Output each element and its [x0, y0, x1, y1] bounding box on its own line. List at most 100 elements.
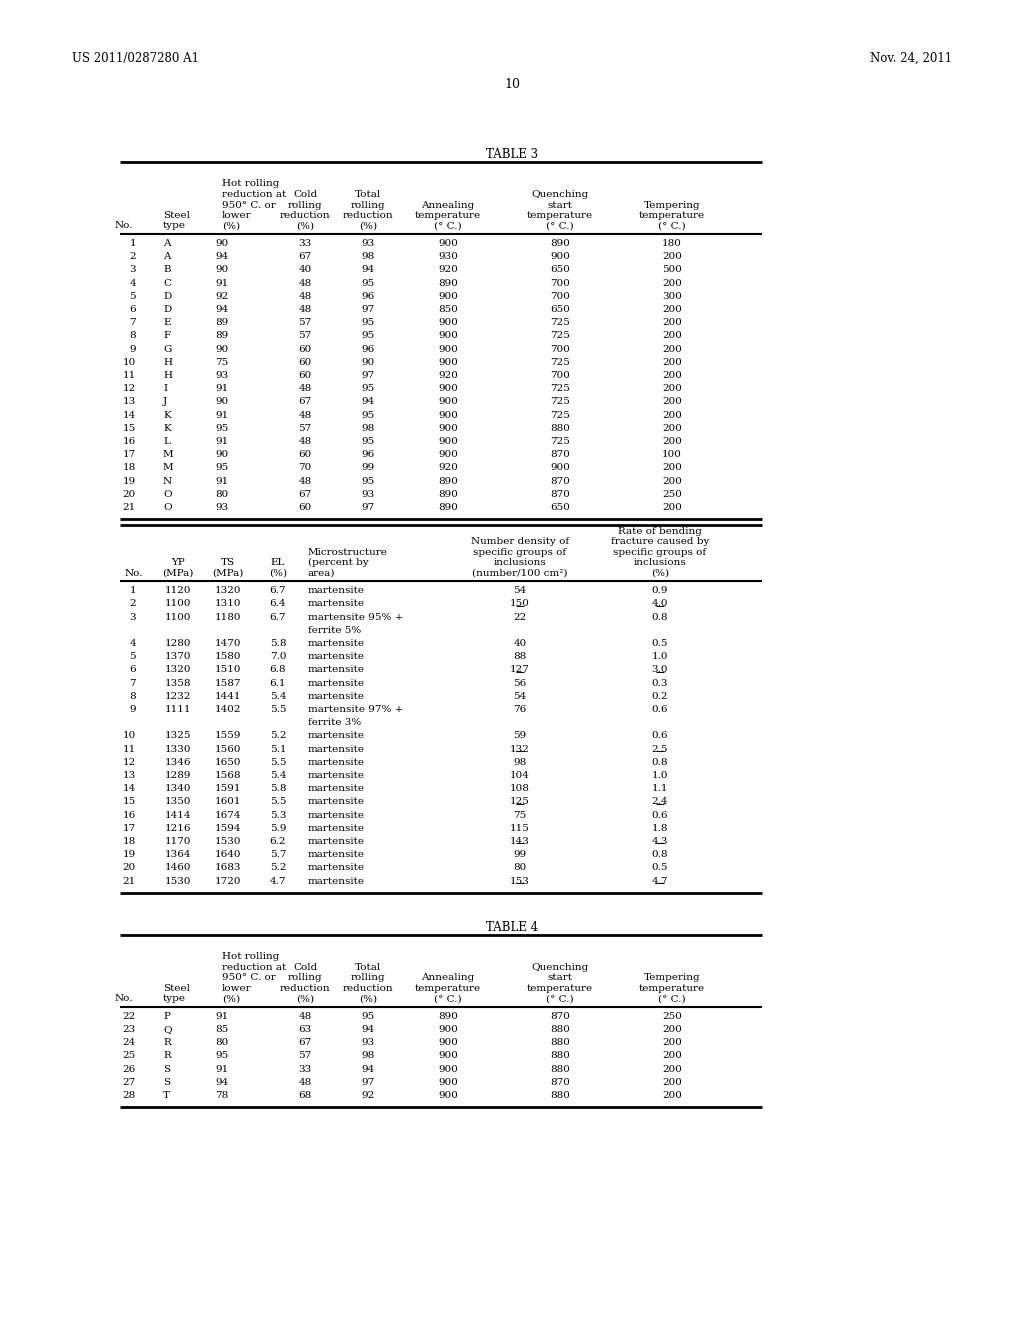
Text: 5.5: 5.5: [269, 797, 287, 807]
Text: 6.1: 6.1: [269, 678, 287, 688]
Text: (° C.): (° C.): [434, 994, 462, 1003]
Text: 890: 890: [438, 477, 458, 486]
Text: 125: 125: [510, 797, 530, 807]
Text: 7: 7: [129, 318, 136, 327]
Text: B: B: [163, 265, 171, 275]
Text: 200: 200: [663, 1065, 682, 1073]
Text: 98: 98: [361, 252, 375, 261]
Text: 900: 900: [438, 345, 458, 354]
Text: 91: 91: [215, 411, 228, 420]
Text: 4.0: 4.0: [651, 599, 669, 609]
Text: martensite: martensite: [308, 837, 365, 846]
Text: 127: 127: [510, 665, 530, 675]
Text: 900: 900: [438, 318, 458, 327]
Text: 2: 2: [129, 252, 136, 261]
Text: type: type: [163, 994, 186, 1003]
Text: 15: 15: [123, 424, 136, 433]
Text: 5.2: 5.2: [269, 731, 287, 741]
Text: lower: lower: [222, 983, 252, 993]
Text: 200: 200: [663, 384, 682, 393]
Text: temperature: temperature: [527, 211, 593, 220]
Text: 900: 900: [550, 252, 570, 261]
Text: O: O: [163, 490, 172, 499]
Text: 200: 200: [663, 1078, 682, 1086]
Text: 132: 132: [510, 744, 530, 754]
Text: 900: 900: [438, 292, 458, 301]
Text: 15: 15: [123, 797, 136, 807]
Text: 23: 23: [123, 1026, 136, 1034]
Text: O: O: [163, 503, 172, 512]
Text: reduction: reduction: [343, 211, 393, 220]
Text: 1350: 1350: [165, 797, 191, 807]
Text: 19: 19: [123, 477, 136, 486]
Text: K: K: [163, 411, 171, 420]
Text: 900: 900: [438, 1078, 458, 1086]
Text: 1580: 1580: [215, 652, 242, 661]
Text: 12: 12: [123, 384, 136, 393]
Text: 3: 3: [129, 612, 136, 622]
Text: ferrite 5%: ferrite 5%: [308, 626, 361, 635]
Text: 1216: 1216: [165, 824, 191, 833]
Text: 33: 33: [298, 239, 311, 248]
Text: (%): (%): [222, 222, 240, 231]
Text: inclusions: inclusions: [494, 558, 547, 568]
Text: 1.8: 1.8: [651, 824, 669, 833]
Text: 8: 8: [129, 692, 136, 701]
Text: 900: 900: [438, 397, 458, 407]
Text: A: A: [163, 252, 171, 261]
Text: martensite: martensite: [308, 586, 365, 595]
Text: D: D: [163, 292, 171, 301]
Text: L: L: [163, 437, 170, 446]
Text: 200: 200: [663, 371, 682, 380]
Text: 900: 900: [438, 450, 458, 459]
Text: martensite: martensite: [308, 731, 365, 741]
Text: martensite 97% +: martensite 97% +: [308, 705, 403, 714]
Text: S: S: [163, 1078, 170, 1086]
Text: 1111: 1111: [165, 705, 191, 714]
Text: 900: 900: [438, 424, 458, 433]
Text: R: R: [163, 1039, 171, 1047]
Text: 3.0: 3.0: [651, 665, 669, 675]
Text: rolling: rolling: [350, 973, 385, 982]
Text: 920: 920: [438, 265, 458, 275]
Text: 11: 11: [123, 371, 136, 380]
Text: 48: 48: [298, 279, 311, 288]
Text: temperature: temperature: [415, 211, 481, 220]
Text: 97: 97: [361, 305, 375, 314]
Text: 95: 95: [361, 477, 375, 486]
Text: 0.5: 0.5: [651, 639, 669, 648]
Text: 890: 890: [438, 279, 458, 288]
Text: 250: 250: [663, 490, 682, 499]
Text: reduction: reduction: [280, 211, 331, 220]
Text: start: start: [548, 201, 572, 210]
Text: 880: 880: [550, 1052, 570, 1060]
Text: 85: 85: [215, 1026, 228, 1034]
Text: 89: 89: [215, 331, 228, 341]
Text: 890: 890: [550, 239, 570, 248]
Text: 60: 60: [298, 345, 311, 354]
Text: 200: 200: [663, 424, 682, 433]
Text: K: K: [163, 424, 171, 433]
Text: 1: 1: [129, 586, 136, 595]
Text: 91: 91: [215, 437, 228, 446]
Text: 1650: 1650: [215, 758, 242, 767]
Text: 17: 17: [123, 824, 136, 833]
Text: 1: 1: [129, 239, 136, 248]
Text: 1180: 1180: [215, 612, 242, 622]
Text: 1320: 1320: [165, 665, 191, 675]
Text: 6.8: 6.8: [269, 665, 287, 675]
Text: 21: 21: [123, 503, 136, 512]
Text: 7.0: 7.0: [269, 652, 287, 661]
Text: Rate of bending: Rate of bending: [618, 527, 701, 536]
Text: 95: 95: [215, 424, 228, 433]
Text: 900: 900: [438, 239, 458, 248]
Text: 9: 9: [129, 705, 136, 714]
Text: EL: EL: [270, 558, 286, 568]
Text: 60: 60: [298, 371, 311, 380]
Text: 1232: 1232: [165, 692, 191, 701]
Text: 900: 900: [438, 1065, 458, 1073]
Text: 725: 725: [550, 437, 570, 446]
Text: martensite: martensite: [308, 784, 365, 793]
Text: 870: 870: [550, 1078, 570, 1086]
Text: 200: 200: [663, 503, 682, 512]
